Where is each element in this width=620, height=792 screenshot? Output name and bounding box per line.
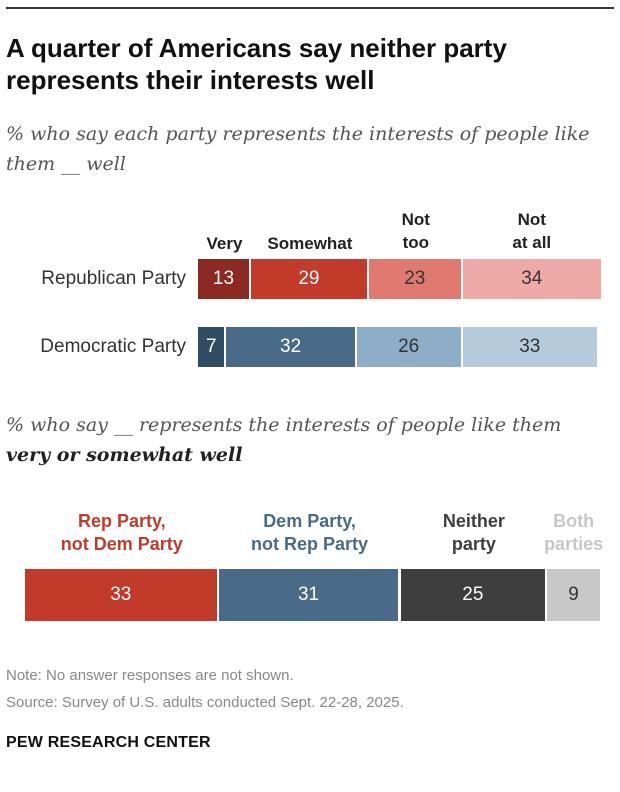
legend-neither-party: Neither party [442, 511, 505, 554]
chart-title: A quarter of Americans say neither party… [6, 33, 507, 95]
chart2-subtitle-prefix: % who say __ represents the interests of… [6, 414, 562, 436]
header-very: Very [206, 234, 243, 253]
source: Source: Survey of U.S. adults conducted … [6, 694, 404, 711]
header-not-too: Not too [401, 210, 430, 252]
bar-both-parties: 9 [547, 569, 600, 621]
note: Note: No answer responses are not shown. [6, 667, 294, 684]
bar-democratic-party-very: 7 [198, 327, 227, 367]
header-not-at-all: Not at all [512, 210, 552, 252]
pew-logo-text: PEW RESEARCH CENTER [6, 734, 211, 751]
row-label-democratic-party: Democratic Party [40, 336, 186, 357]
legend-both-parties: Both parties [544, 511, 604, 554]
top-rule [6, 7, 614, 9]
legend-dem-party-not-rep-party: Dem Party, not Rep Party [251, 511, 369, 554]
bar-democratic-party-not-at-all: 33 [462, 327, 597, 367]
header-somewhat: Somewhat [267, 234, 353, 253]
bar-republican-party-very: 13 [198, 259, 251, 299]
bar-republican-party-not-at-all: 34 [462, 259, 601, 299]
chart2-subtitle-emphasis: very or somewhat well [6, 444, 243, 466]
bar-dem-party-not-rep-party: 31 [218, 569, 401, 621]
chart1-subtitle: % who say each party represents the inte… [6, 123, 590, 175]
bar-republican-party-not-too: 23 [368, 259, 463, 299]
bar-democratic-party-somewhat: 32 [226, 327, 357, 367]
bar-democratic-party-not-too: 26 [356, 327, 463, 367]
bar-rep-party-not-dem-party: 33 [25, 569, 219, 621]
legend-rep-party-not-dem-party: Rep Party, not Dem Party [60, 511, 183, 554]
bar-republican-party-somewhat: 29 [250, 259, 369, 299]
row-label-republican-party: Republican Party [41, 268, 186, 289]
chart2-subtitle: % who say __ represents the interests of… [6, 410, 606, 470]
bar-neither-party: 25 [400, 569, 548, 621]
